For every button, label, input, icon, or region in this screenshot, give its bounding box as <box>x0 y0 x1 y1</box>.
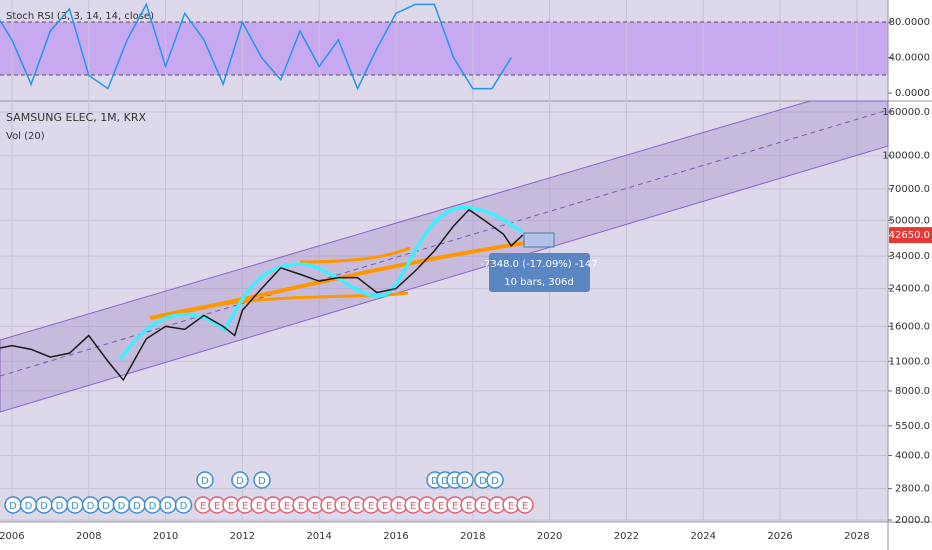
event-marker-label: D <box>71 501 79 512</box>
event-marker <box>253 471 271 489</box>
event-marker-label: E <box>242 501 248 512</box>
y-tick-label: 4000.0 <box>895 450 930 461</box>
last-price-label: 42650.0 <box>889 230 930 241</box>
y-tick-label: 11000.0 <box>889 356 930 367</box>
stoch-title: Stoch RSI (3, 3, 14, 14, close) <box>6 11 154 22</box>
event-marker-label: E <box>396 501 402 512</box>
x-tick-label: 2008 <box>76 531 101 542</box>
y-tick-label: 8000.0 <box>895 386 930 397</box>
event-marker-label: E <box>312 501 318 512</box>
x-tick-label: 2006 <box>0 531 25 542</box>
measure-text: 10 bars, 306d <box>504 277 574 288</box>
event-marker-label: D <box>201 476 209 487</box>
y-tick-label: 34000.0 <box>889 251 930 262</box>
event-marker-label: E <box>382 501 388 512</box>
axis-bg <box>888 0 932 550</box>
event-marker-label: D <box>441 476 449 487</box>
event-marker-label: D <box>118 501 126 512</box>
event-marker <box>196 471 214 489</box>
event-marker-label: E <box>466 501 472 512</box>
event-marker-label: E <box>410 501 416 512</box>
event-marker-label: D <box>491 476 499 487</box>
event-marker-label: D <box>461 476 469 487</box>
event-marker-label: E <box>284 501 290 512</box>
event-marker-label: E <box>522 501 528 512</box>
event-marker-label: D <box>479 476 487 487</box>
y-tick-label: 24000.0 <box>889 284 930 295</box>
measure-text: -7348.0 (-17.09%) -147 <box>480 259 597 270</box>
chart-title: SAMSUNG ELEC, 1M, KRX <box>6 111 147 124</box>
event-marker-label: D <box>180 501 188 512</box>
event-marker-label: E <box>200 501 206 512</box>
stoch-tick-label: 80.0000 <box>889 17 930 28</box>
event-marker-label: E <box>214 501 220 512</box>
y-tick-label: 2000.0 <box>895 515 930 526</box>
event-marker-label: D <box>149 501 157 512</box>
event-marker <box>516 496 534 514</box>
y-tick-label: 100000.0 <box>882 151 930 162</box>
event-marker-label: E <box>438 501 444 512</box>
x-tick-label: 2012 <box>230 531 255 542</box>
channel-mid <box>0 109 889 377</box>
event-marker-label: D <box>40 501 48 512</box>
x-tick-label: 2020 <box>537 531 562 542</box>
stoch-tick-label: 0.0000 <box>895 88 930 99</box>
cyan-curve <box>118 205 524 361</box>
event-marker-label: E <box>368 501 374 512</box>
event-marker-label: D <box>25 501 33 512</box>
x-tick-label: 2022 <box>614 531 639 542</box>
event-marker-label: D <box>258 476 266 487</box>
y-tick-label: 50000.0 <box>889 215 930 226</box>
event-marker <box>486 471 504 489</box>
event-marker-label: E <box>354 501 360 512</box>
y-tick-label: 70000.0 <box>889 184 930 195</box>
event-marker-label: E <box>452 501 458 512</box>
x-tick-label: 2028 <box>844 531 869 542</box>
event-marker-label: D <box>56 501 64 512</box>
event-marker-label: D <box>236 476 244 487</box>
x-tick-label: 2018 <box>460 531 485 542</box>
y-tick-label: 5500.0 <box>895 421 930 432</box>
event-marker-label: D <box>9 501 17 512</box>
x-tick-label: 2010 <box>153 531 178 542</box>
plot-bg <box>0 0 888 522</box>
price-line <box>0 2 512 91</box>
event-marker-label: D <box>164 501 172 512</box>
event-marker-label: E <box>270 501 276 512</box>
event-marker-label: D <box>431 476 439 487</box>
event-marker-label: D <box>451 476 459 487</box>
y-tick-label: 2800.0 <box>895 484 930 495</box>
price-line <box>0 208 524 382</box>
event-marker-label: D <box>102 501 110 512</box>
event-marker-label: E <box>480 501 486 512</box>
volume-label: Vol (20) <box>6 131 45 142</box>
event-marker <box>231 471 249 489</box>
event-marker-label: E <box>340 501 346 512</box>
event-marker-label: E <box>494 501 500 512</box>
event-marker-label: E <box>326 501 332 512</box>
event-marker-label: D <box>133 501 141 512</box>
y-tick-label: 160000.0 <box>882 107 930 118</box>
x-tick-label: 2024 <box>691 531 716 542</box>
event-marker-label: E <box>508 501 514 512</box>
event-marker-label: E <box>256 501 262 512</box>
event-marker <box>174 496 193 514</box>
x-tick-label: 2016 <box>383 531 408 542</box>
stoch-tick-label: 40.0000 <box>889 53 930 64</box>
x-tick-label: 2026 <box>767 531 792 542</box>
event-marker <box>456 471 474 489</box>
measure-tooltip <box>489 253 590 292</box>
measure-box <box>523 232 555 248</box>
last-price-tag <box>889 227 932 244</box>
orange-line <box>299 246 411 264</box>
event-marker-label: E <box>424 501 430 512</box>
event-marker-label: E <box>298 501 304 512</box>
event-marker-label: D <box>87 501 95 512</box>
event-marker-label: E <box>228 501 234 512</box>
y-tick-label: 16000.0 <box>889 321 930 332</box>
x-tick-label: 2014 <box>306 531 331 542</box>
